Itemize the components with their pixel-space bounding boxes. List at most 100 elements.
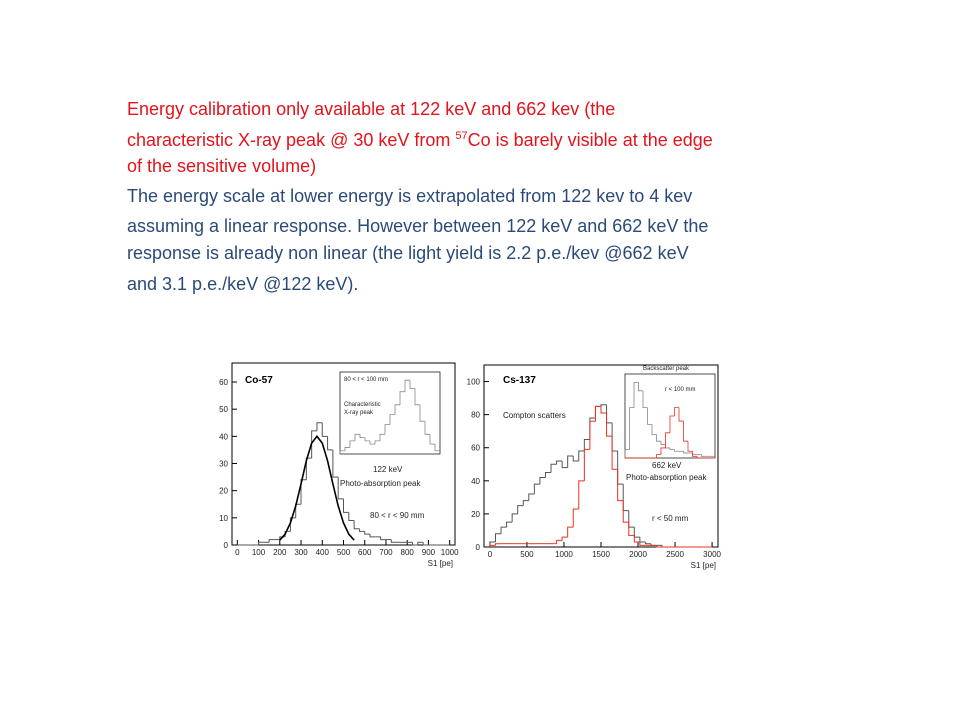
histogram-bin xyxy=(353,520,360,530)
histogram-bin xyxy=(578,480,585,509)
text-span: Co is barely visible at the edge xyxy=(468,130,713,150)
histogram-bin xyxy=(511,513,518,523)
inset-label: Backscatter peak xyxy=(643,366,690,372)
inset-bin xyxy=(339,450,345,454)
inset-bin xyxy=(354,433,360,441)
chart-title: Cs-137 xyxy=(503,375,536,386)
histogram-bin xyxy=(556,539,563,544)
inset-bin xyxy=(434,444,440,452)
histogram-bin xyxy=(561,460,568,469)
histogram-bin xyxy=(268,539,275,543)
inset-bin xyxy=(660,441,666,445)
histogram-bin xyxy=(522,500,529,506)
histogram-bin xyxy=(348,512,355,522)
histogram-bin xyxy=(364,531,371,535)
histogram-bin xyxy=(572,508,579,528)
inset-bin xyxy=(665,432,670,448)
y-tick-label: 30 xyxy=(219,460,228,469)
histogram-bin xyxy=(617,469,624,502)
x-tick-label: 100 xyxy=(252,548,266,557)
x-tick-label: 300 xyxy=(294,548,308,557)
histogram-bin xyxy=(517,505,524,514)
histogram-bin xyxy=(380,536,386,541)
inset-bin xyxy=(687,441,693,452)
inset-bin xyxy=(404,379,410,392)
inset-bin xyxy=(419,404,425,422)
histogram-bin xyxy=(327,436,333,451)
inset-bin xyxy=(409,380,415,389)
text-line: assuming a linear response. However betw… xyxy=(127,216,708,236)
x-tick-label: 2000 xyxy=(629,550,647,559)
x-tick-label: 500 xyxy=(520,550,534,559)
inset-bin xyxy=(344,447,350,451)
histogram-bin xyxy=(606,412,613,437)
x-tick-label: 800 xyxy=(401,548,415,557)
inset-bin xyxy=(642,390,648,408)
histogram-bin xyxy=(390,539,397,543)
y-tick-label: 20 xyxy=(471,510,480,519)
chart-title: Co-57 xyxy=(245,375,273,386)
histogram-bin xyxy=(556,460,563,465)
inset-bin xyxy=(669,447,675,450)
inset-bin xyxy=(638,382,643,392)
annotation: 122 keV xyxy=(373,465,403,474)
histogram-bin xyxy=(500,526,507,534)
histogram-bin xyxy=(572,456,579,462)
histogram-bin xyxy=(337,477,344,500)
histogram-bin xyxy=(589,420,596,450)
inset-bin xyxy=(701,454,706,457)
histogram-bin xyxy=(506,521,513,528)
inset-bin xyxy=(624,449,630,458)
histogram-bin xyxy=(544,472,552,478)
histogram-bin xyxy=(300,479,307,505)
histogram-bin xyxy=(633,535,640,543)
histogram-bin xyxy=(494,543,502,546)
x-tick-label: 1000 xyxy=(441,548,459,557)
x-tick-label: 0 xyxy=(235,548,240,557)
text-line: characteristic X-ray peak @ 30 keV from … xyxy=(127,130,713,150)
y-tick-label: 60 xyxy=(471,444,480,453)
inset-bin xyxy=(349,440,355,448)
histogram-bin xyxy=(656,545,663,548)
inset-bin xyxy=(660,447,666,455)
histogram-bin xyxy=(567,455,574,468)
text-span: characteristic X-ray peak @ 30 keV from xyxy=(127,130,455,150)
histogram-bin xyxy=(639,542,646,546)
inset-bin xyxy=(656,434,661,442)
inset-bin xyxy=(414,388,420,406)
text-line: Energy calibration only available at 122… xyxy=(127,99,615,119)
histogram-bin xyxy=(533,483,540,495)
y-tick-label: 60 xyxy=(219,378,228,387)
histogram-bin xyxy=(316,422,323,431)
inset-bin xyxy=(674,449,679,452)
x-tick-label: 1000 xyxy=(555,550,573,559)
inset-bin xyxy=(629,407,634,450)
inset-frame xyxy=(339,371,441,455)
annotation: r < 50 mm xyxy=(652,514,689,523)
inset-bin xyxy=(424,421,430,435)
histogram-bin xyxy=(358,528,365,532)
x-tick-label: 3000 xyxy=(703,550,721,559)
inset-bin xyxy=(678,407,684,422)
inset-bin xyxy=(359,434,365,438)
inset-bin xyxy=(683,451,688,454)
histogram-bin xyxy=(258,541,264,545)
fit-line xyxy=(279,435,355,541)
text-line: response is already non linear (the ligh… xyxy=(127,243,689,263)
x-tick-label: 900 xyxy=(422,548,436,557)
inset-bin xyxy=(389,414,395,425)
superscript: 57 xyxy=(455,130,467,142)
annotation: Compton scatters xyxy=(503,411,566,420)
inset-bin xyxy=(683,421,688,442)
annotation: 662 keV xyxy=(652,461,682,470)
y-tick-label: 100 xyxy=(467,378,481,387)
y-tick-label: 40 xyxy=(471,477,480,486)
histogram-bin xyxy=(311,430,317,459)
histogram-bin xyxy=(600,406,607,414)
histogram-bin xyxy=(332,449,339,478)
inset-bin xyxy=(394,404,400,415)
inset-bin xyxy=(374,440,380,445)
x-tick-label: 2500 xyxy=(666,550,684,559)
histogram-bin xyxy=(639,537,646,543)
histogram-bin xyxy=(622,500,629,523)
